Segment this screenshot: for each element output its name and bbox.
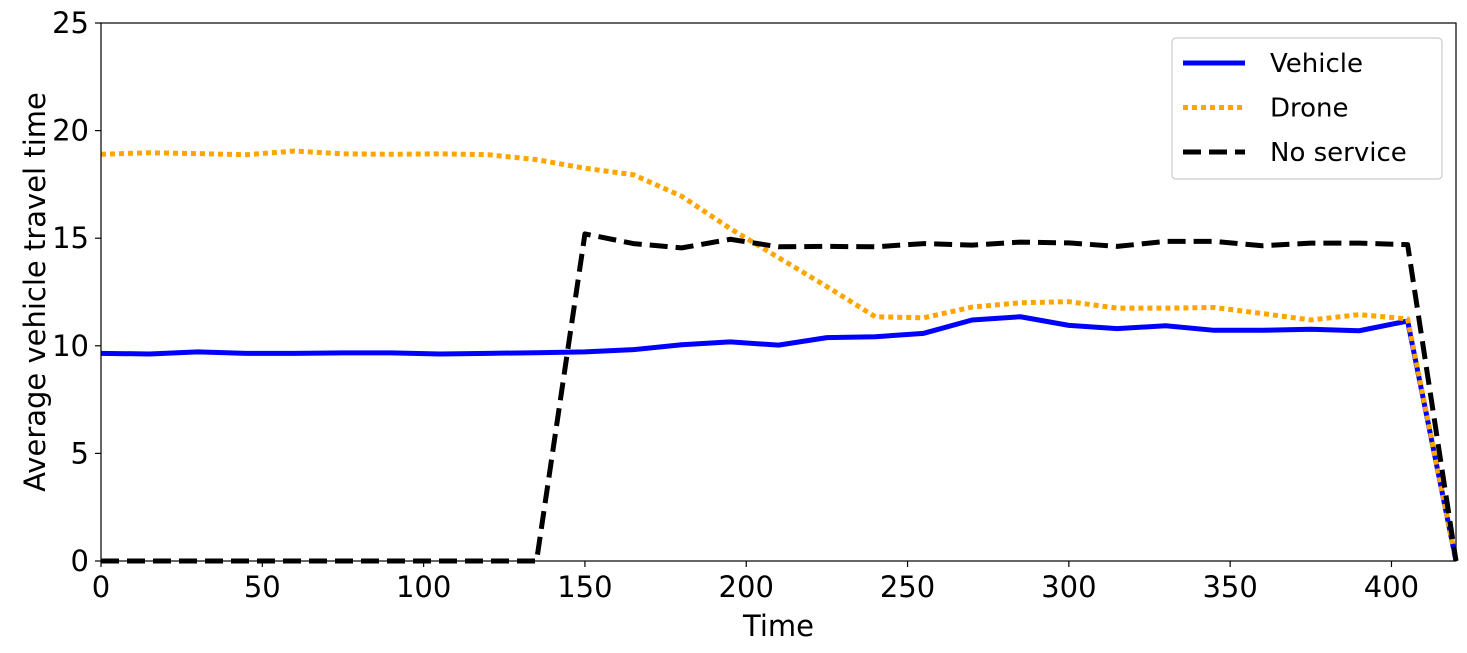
x-tick-label: 50: [244, 570, 281, 604]
x-axis-ticks: 0 50 100 150 200 250 300 350 400: [92, 561, 1419, 604]
legend: Vehicle Drone No service: [1171, 37, 1443, 180]
plot-frame: [100, 22, 1457, 562]
y-tick-label: 20: [52, 114, 89, 148]
legend-label: Vehicle: [1270, 49, 1363, 79]
y-tick-label: 10: [52, 329, 89, 363]
x-tick-label: 150: [557, 570, 612, 604]
series-line-2: [100, 148, 1459, 562]
y-axis-label: Average vehicle travel time: [18, 92, 52, 492]
y-tick-label: 5: [71, 436, 89, 470]
legend-box: [1171, 37, 1443, 180]
legend-label: Drone: [1270, 94, 1349, 124]
x-axis-label: Time: [742, 609, 814, 643]
x-tick-label: 200: [719, 570, 774, 604]
x-tick-label: 100: [396, 570, 451, 604]
series-line-3: [101, 231, 1459, 564]
y-axis-ticks: 0 5 10 15 20 25: [52, 6, 101, 578]
x-tick-label: 250: [880, 570, 935, 604]
x-tick-label: 0: [92, 570, 110, 604]
series-line-1: [100, 314, 1459, 562]
x-tick-label: 350: [1202, 570, 1257, 604]
y-tick-label: 0: [71, 544, 89, 578]
legend-label: No service: [1270, 138, 1407, 168]
x-tick-label: 300: [1041, 570, 1096, 604]
y-tick-label: 25: [52, 6, 89, 40]
x-tick-label: 400: [1364, 570, 1419, 604]
y-tick-label: 15: [52, 221, 89, 255]
series-lines: [100, 148, 1459, 564]
